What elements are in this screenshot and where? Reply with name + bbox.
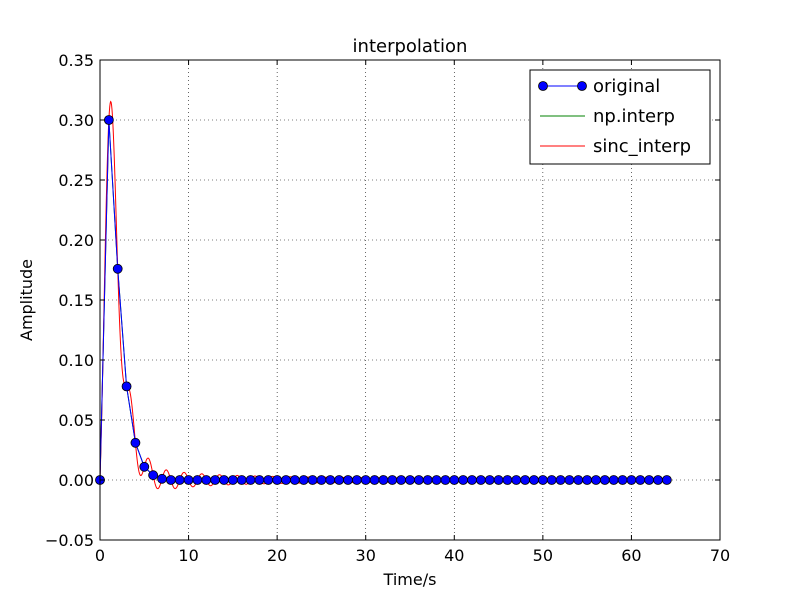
x-tick-label: 70 bbox=[710, 546, 730, 565]
y-tick-label: 0.35 bbox=[58, 51, 94, 70]
series-original-point bbox=[582, 475, 593, 485]
series-original-point bbox=[174, 475, 185, 485]
x-tick-label: 40 bbox=[444, 546, 464, 565]
series-original-point bbox=[537, 475, 548, 485]
series-original-point bbox=[493, 475, 504, 485]
series-original-point bbox=[334, 475, 345, 485]
series-original-point bbox=[245, 475, 256, 485]
series-original-point bbox=[183, 475, 194, 485]
series-original-point bbox=[502, 475, 513, 485]
series-original-point bbox=[263, 475, 274, 485]
series-original-point bbox=[422, 475, 433, 485]
series-original-point bbox=[458, 475, 469, 485]
series-original-point bbox=[449, 475, 460, 485]
series-original-point bbox=[121, 381, 132, 392]
series-original-point bbox=[343, 475, 353, 485]
series-original-point bbox=[316, 475, 327, 485]
series-original-point bbox=[608, 475, 619, 485]
series-original-point bbox=[413, 475, 424, 485]
series-original-point bbox=[139, 461, 150, 472]
x-tick-label: 0 bbox=[95, 546, 105, 565]
series-original-point bbox=[591, 475, 601, 485]
series-original-point bbox=[130, 437, 141, 448]
y-tick-label: −0.05 bbox=[45, 531, 94, 550]
series-original-point bbox=[307, 475, 318, 485]
x-tick-label: 60 bbox=[621, 546, 641, 565]
legend-label-sinc-interp: sinc_interp bbox=[593, 136, 691, 157]
chart-title: interpolation bbox=[353, 36, 468, 57]
y-tick-label: 0.20 bbox=[58, 231, 94, 250]
series-original-point bbox=[351, 475, 362, 485]
series-original-point bbox=[635, 475, 646, 485]
series-original-point bbox=[219, 475, 229, 485]
series-original-point bbox=[165, 475, 176, 485]
y-axis-label: Amplitude bbox=[17, 259, 36, 341]
legend-marker-original-right bbox=[577, 81, 587, 91]
series-original-point bbox=[236, 475, 247, 485]
y-tick-label: 0.00 bbox=[58, 471, 94, 490]
y-tick-label: 0.30 bbox=[58, 111, 94, 130]
x-axis-label: Time/s bbox=[383, 570, 437, 589]
series-original-point bbox=[157, 473, 167, 484]
series-original-point bbox=[573, 475, 584, 485]
x-tick-label: 10 bbox=[178, 546, 198, 565]
y-tick-label: 0.15 bbox=[58, 291, 94, 310]
series-original-point bbox=[529, 475, 539, 485]
series-original-point bbox=[272, 475, 283, 485]
series-layer bbox=[95, 100, 672, 490]
legend: original np.interp sinc_interp bbox=[529, 69, 711, 165]
series-original-point bbox=[227, 475, 238, 485]
y-tick-label: 0.25 bbox=[58, 171, 94, 190]
series-original-point bbox=[378, 475, 389, 485]
series-original-point bbox=[484, 475, 495, 485]
series-original-point bbox=[564, 475, 575, 485]
series-original-point bbox=[653, 475, 663, 485]
series-original-point bbox=[387, 475, 398, 485]
series-original-point bbox=[467, 475, 477, 485]
legend-marker-original-left bbox=[538, 81, 548, 91]
series-original-point bbox=[103, 115, 114, 125]
series-original-point bbox=[555, 475, 566, 485]
series-original-point bbox=[475, 475, 486, 485]
series-original-point bbox=[369, 475, 380, 485]
series-original-point bbox=[281, 475, 291, 485]
series-original-point bbox=[325, 475, 336, 485]
series-original-point bbox=[210, 475, 221, 485]
legend-label-np-interp: np.interp bbox=[593, 106, 675, 127]
series-original-point bbox=[192, 475, 203, 485]
series-original-point bbox=[661, 475, 672, 485]
series-original-point bbox=[289, 475, 300, 485]
series-original-point bbox=[626, 475, 637, 485]
x-tick-label: 30 bbox=[356, 546, 376, 565]
series-original-point bbox=[546, 475, 557, 485]
series-original-point bbox=[298, 475, 309, 485]
series-original-point bbox=[254, 475, 265, 485]
series-original-point bbox=[431, 475, 442, 485]
series-original-point bbox=[520, 475, 531, 485]
series-original-point bbox=[599, 475, 610, 485]
y-tick-label: 0.10 bbox=[58, 351, 94, 370]
series-original-point bbox=[644, 475, 655, 485]
series-original-point bbox=[201, 475, 212, 485]
x-tick-label: 20 bbox=[267, 546, 287, 565]
series-original-point bbox=[396, 475, 407, 485]
series-original-point bbox=[405, 475, 415, 485]
legend-label-original: original bbox=[593, 76, 660, 97]
series-original-point bbox=[360, 475, 371, 485]
series-original-point bbox=[617, 475, 628, 485]
series-original-point bbox=[440, 475, 451, 485]
series-original-point bbox=[511, 475, 522, 485]
series-original-point bbox=[148, 470, 159, 481]
x-tick-label: 50 bbox=[533, 546, 553, 565]
series-original-point bbox=[112, 263, 123, 274]
y-tick-label: 0.05 bbox=[58, 411, 94, 430]
ticks: 0 10 20 30 40 50 60 70 −0.05 0.00 0.05 0.10 0.15 0.20… bbox=[45, 51, 730, 565]
